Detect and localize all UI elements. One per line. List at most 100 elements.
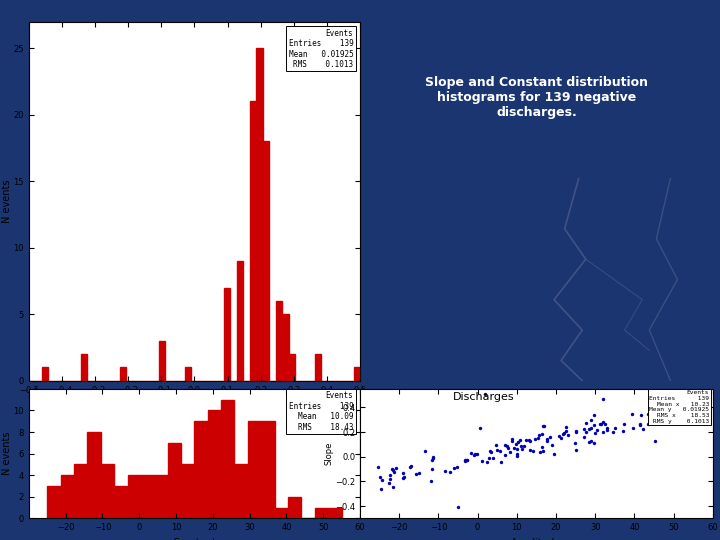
Point (618, 419, 630, 428)
Point (426, 476, 437, 485)
Point (664, 397, 675, 406)
Point (588, 438, 600, 447)
Point (585, 415, 596, 424)
Bar (101, 464, 114, 518)
Point (595, 419, 606, 428)
Point (462, 456, 473, 464)
Point (560, 422, 572, 431)
Point (386, 464, 397, 473)
Point (555, 434, 567, 443)
Text: Discharges: Discharges (453, 392, 514, 402)
Point (580, 427, 592, 436)
Point (481, 458, 492, 467)
Point (468, 451, 480, 460)
Point (583, 438, 595, 447)
Point (649, 437, 661, 446)
Point (553, 432, 564, 441)
Text: Events
Entries      139
Mean x   10.23
Mean y   0.01925
RMS x    18.53
RMS y    : Events Entries 139 Mean x 10.23 Mean y 0… (649, 390, 709, 424)
Point (580, 419, 592, 428)
Point (397, 474, 409, 483)
Point (485, 447, 496, 455)
Bar (208, 410, 221, 518)
Bar (263, 141, 269, 381)
Point (570, 439, 581, 448)
Point (585, 424, 596, 433)
Point (384, 475, 396, 483)
Point (511, 445, 523, 454)
Point (465, 449, 477, 457)
Bar (60, 475, 74, 518)
Point (374, 472, 386, 481)
Point (507, 435, 518, 444)
Point (598, 394, 609, 403)
Point (413, 469, 424, 477)
Point (532, 434, 544, 442)
Bar (48, 486, 60, 518)
Point (485, 448, 497, 456)
Bar (74, 464, 87, 518)
Point (588, 421, 600, 429)
Bar (250, 102, 256, 381)
Point (599, 420, 611, 428)
Bar (276, 301, 282, 381)
Bar (256, 48, 263, 381)
Point (504, 448, 516, 457)
Point (602, 423, 613, 432)
Point (399, 473, 410, 482)
Point (549, 450, 560, 458)
Point (595, 420, 607, 429)
Point (387, 466, 399, 475)
Point (472, 449, 483, 458)
Bar (120, 367, 126, 381)
Point (513, 437, 524, 446)
Point (405, 463, 416, 471)
Point (634, 420, 646, 429)
Point (578, 433, 590, 441)
Point (376, 475, 387, 484)
Point (534, 448, 545, 456)
X-axis label: Constant: Constant (172, 538, 217, 540)
Point (397, 469, 409, 477)
Point (375, 485, 387, 494)
Point (516, 445, 527, 454)
Point (524, 446, 536, 454)
Point (390, 463, 402, 472)
Bar (127, 475, 141, 518)
Point (649, 416, 661, 424)
Point (679, 406, 690, 414)
Bar (168, 443, 181, 518)
Bar (185, 367, 191, 381)
Point (536, 443, 548, 451)
Point (491, 446, 503, 455)
Point (642, 410, 653, 418)
Bar (282, 314, 289, 381)
Text: Events
Entries    139
Mean   10.09
RMS    18.43: Events Entries 139 Mean 10.09 RMS 18.43 (289, 392, 354, 431)
Point (426, 465, 438, 474)
Point (405, 462, 417, 470)
Point (528, 447, 539, 456)
Point (561, 427, 572, 435)
Bar (248, 421, 261, 518)
Point (521, 435, 532, 444)
Point (483, 454, 495, 462)
Point (608, 428, 619, 436)
Point (523, 435, 534, 444)
Point (626, 410, 638, 419)
Point (495, 458, 507, 467)
Point (449, 464, 460, 472)
Point (480, 389, 491, 398)
Point (516, 441, 527, 450)
Point (637, 425, 649, 434)
Bar (181, 464, 194, 518)
Point (538, 422, 549, 431)
Point (636, 410, 647, 419)
Point (389, 468, 400, 476)
Bar (224, 288, 230, 381)
Bar (154, 475, 168, 518)
Point (495, 447, 506, 455)
Bar (237, 261, 243, 381)
Bar (315, 508, 328, 518)
Point (511, 449, 523, 458)
Point (427, 453, 438, 462)
Point (627, 424, 639, 433)
